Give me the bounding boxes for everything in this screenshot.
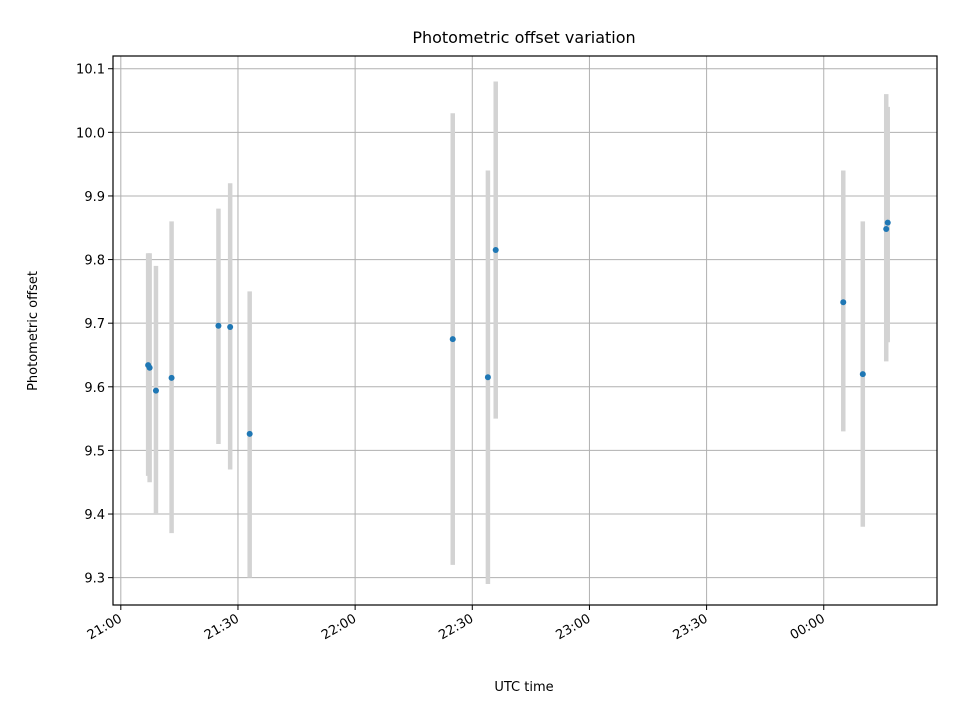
y-tick-label: 9.3 xyxy=(84,572,105,587)
data-point xyxy=(859,371,866,378)
data-point xyxy=(492,247,499,254)
chart-title: Photometric offset variation xyxy=(412,28,635,47)
x-tick-label: 00:00 xyxy=(788,611,828,643)
grid xyxy=(113,56,937,605)
y-axis-label: Photometric offset xyxy=(26,271,41,391)
data-point xyxy=(883,226,890,233)
x-tick-label: 23:00 xyxy=(553,611,593,643)
x-tick-label: 22:30 xyxy=(436,611,476,643)
y-tick-label: 9.4 xyxy=(84,508,105,523)
data-point xyxy=(884,219,891,226)
y-tick-label: 9.9 xyxy=(84,190,105,205)
y-tick-label: 10.1 xyxy=(76,63,105,78)
x-tick-label: 21:30 xyxy=(202,611,242,643)
x-tick-label: 21:00 xyxy=(85,611,125,643)
data-point xyxy=(215,322,222,329)
data-point xyxy=(484,374,491,381)
x-axis-label: UTC time xyxy=(494,680,553,695)
x-tick-label: 22:00 xyxy=(319,611,359,643)
y-tick-label: 9.5 xyxy=(84,444,105,459)
data-points xyxy=(145,219,891,437)
data-point xyxy=(246,430,253,437)
y-axis-ticks: 9.3 9.4 9.5 9.6 9.7 9.8 9.9 10.0 10.1 xyxy=(76,63,113,587)
y-tick-label: 9.8 xyxy=(84,254,105,269)
plot-frame xyxy=(112,55,938,606)
x-tick-label: 23:30 xyxy=(671,611,711,643)
data-point xyxy=(227,324,234,331)
data-point xyxy=(146,364,153,371)
y-tick-label: 10.0 xyxy=(76,126,105,141)
y-tick-label: 9.7 xyxy=(84,317,105,332)
data-point xyxy=(168,374,175,381)
y-tick-label: 9.6 xyxy=(84,381,105,396)
data-point xyxy=(840,299,847,306)
x-axis-ticks: 21:00 21:30 22:00 22:30 23:00 23:30 00:00 xyxy=(85,605,828,643)
data-point xyxy=(152,387,159,394)
data-point xyxy=(449,336,456,343)
error-bars xyxy=(145,81,890,585)
